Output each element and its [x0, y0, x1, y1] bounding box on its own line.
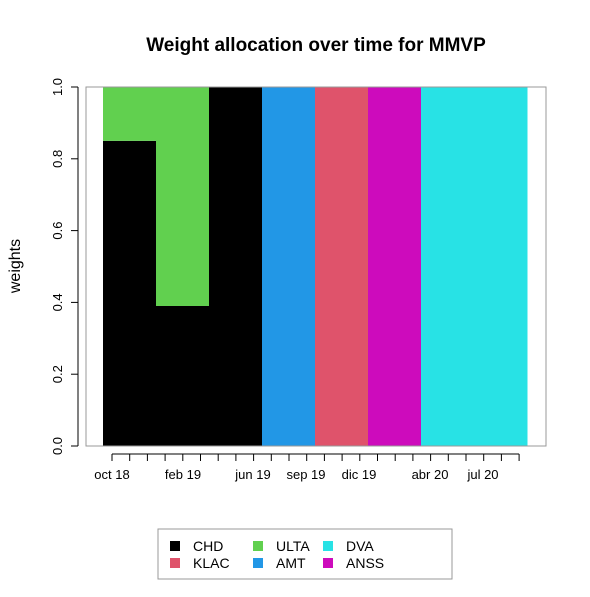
y-tick-label: 0.2	[50, 365, 65, 383]
bar-dva-7	[474, 87, 528, 446]
bar-chd-0	[103, 140, 157, 446]
legend-swatch-chd	[170, 541, 180, 551]
legend-swatch-klac	[170, 558, 180, 568]
x-tick-label: feb 19	[165, 467, 201, 482]
y-tick-label: 1.0	[50, 78, 65, 96]
bar-dva-6	[421, 87, 475, 446]
bars-group	[103, 87, 528, 446]
legend-swatch-anss	[323, 558, 333, 568]
legend-label-dva: DVA	[346, 538, 374, 554]
x-tick-label: abr 20	[412, 467, 449, 482]
x-tick-label: jul 20	[466, 467, 498, 482]
y-tick-label: 0.6	[50, 222, 65, 240]
bar-amt-3	[262, 87, 316, 446]
legend-swatch-ulta	[253, 541, 263, 551]
legend-box	[157, 528, 453, 580]
legend-label-klac: KLAC	[193, 555, 230, 571]
legend-label-chd: CHD	[193, 538, 223, 554]
y-tick-label: 0.8	[50, 150, 65, 168]
legend-swatch-dva	[323, 541, 333, 551]
bar-klac-4	[315, 87, 369, 446]
y-tick-label: 0.0	[50, 437, 65, 455]
x-tick-label: oct 18	[94, 467, 129, 482]
legend-swatch-amt	[253, 558, 263, 568]
bar-chd-1	[156, 305, 210, 446]
x-axis: oct 18 feb 19 jun 19 sep 19 dic 19 abr 20 jul …	[94, 453, 520, 482]
x-tick-label: sep 19	[286, 467, 325, 482]
legend-label-anss: ANSS	[346, 555, 384, 571]
y-tick-label: 0.4	[50, 293, 65, 311]
x-tick-label: jun 19	[234, 467, 270, 482]
bar-ulta-1	[156, 87, 210, 306]
bar-chd-2	[209, 87, 263, 446]
plot-frame	[85, 86, 547, 447]
bar-anss-5	[368, 87, 422, 446]
y-axis-label: weights	[7, 239, 24, 294]
legend-label-ulta: ULTA	[276, 538, 310, 554]
legend-label-amt: AMT	[276, 555, 306, 571]
x-tick-label: dic 19	[342, 467, 377, 482]
chart-title: Weight allocation over time for MMVP	[146, 35, 486, 56]
y-axis: 0.0 0.2 0.4 0.6 0.8 1.0	[50, 78, 79, 455]
bar-ulta-0	[103, 87, 157, 141]
